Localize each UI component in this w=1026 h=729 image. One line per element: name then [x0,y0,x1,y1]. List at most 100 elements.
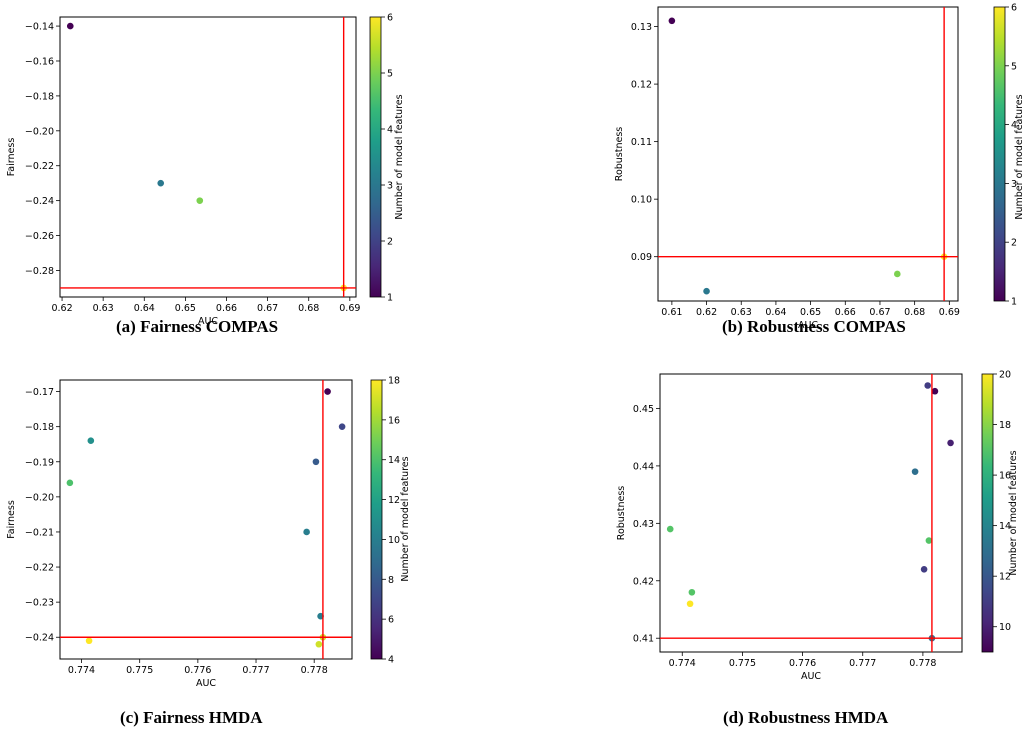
colorbar-tick-label: 12 [999,572,1011,583]
x-tick-label: 0.776 [184,665,211,676]
panel-3: 0.774 0.775 0.776 0.777 0.778 −0.17 −0.18 −0.19… [6,376,411,690]
colorbar-tick-label: 4 [1011,120,1017,131]
data-point [338,423,346,430]
x-tick-label: 0.778 [909,658,936,669]
x-tick-label: 0.63 [731,307,752,318]
y-tick-label: −0.18 [25,422,54,433]
data-point [666,525,674,533]
data-point [303,528,310,536]
y-tick-label: 0.42 [633,576,654,587]
y-tick-label: −0.21 [25,527,54,538]
y-tick-label: −0.26 [25,231,54,242]
colorbar-tick-label: 4 [387,125,393,136]
colorbar-tick-label: 1 [1011,297,1017,308]
x-tick-label: 0.68 [904,307,925,318]
x-tick-label: 0.774 [669,658,696,669]
colorbar-tick-label: 3 [1011,179,1017,190]
colorbar-tick-label: 6 [388,615,394,626]
colorbar: 4 6 8 10 12 14 16 18 Number of model features [370,376,411,666]
colorbar-label: Number of model features [394,94,405,219]
data-point [931,387,939,395]
x-tick-label: 0.69 [939,307,960,318]
colorbar-tick-label: 5 [387,69,393,80]
caption-a: (a) Fairness COMPAS [116,317,279,336]
colorbar-tick-label: 6 [387,13,393,24]
y-tick-label: −0.14 [25,22,54,33]
x-tick-label: 0.65 [800,307,821,318]
data-point [85,637,93,645]
y-tick-label: 0.12 [631,80,652,91]
data-point [911,468,919,475]
data-point [315,640,323,648]
panel-1: 0.62 0.63 0.64 0.65 0.66 0.67 0.68 0.69 −0.14 −0.… [6,13,405,328]
colorbar-tick-label: 10 [999,622,1011,633]
y-axis-label: Fairness [6,138,17,177]
y-tick-label: −0.22 [25,161,54,172]
x-tick-label: 0.62 [696,307,717,318]
x-tick-label: 0.778 [301,665,328,676]
plot-area [657,6,959,302]
x-tick-label: 0.775 [126,665,153,676]
y-tick-label: −0.18 [25,91,54,102]
colorbar-label: Number of model features [1008,450,1019,575]
x-tick-label: 0.64 [134,303,155,314]
data-point [66,479,74,487]
plot-area [659,373,963,653]
y-tick-label: 0.43 [633,519,654,530]
y-tick-label: −0.20 [25,492,54,503]
plot-area [59,16,357,298]
y-tick-label: −0.28 [25,266,54,277]
data-point [920,565,928,573]
x-tick-label: 0.777 [849,658,876,669]
y-tick-label: −0.16 [25,56,54,67]
x-tick-label: 0.775 [729,658,756,669]
x-tick-label: 0.64 [765,307,786,318]
y-tick-label: −0.23 [25,598,54,609]
data-point [196,197,204,204]
data-point [312,458,320,466]
data-point [87,437,95,445]
plot-area [59,379,353,660]
data-point [924,382,932,389]
y-tick-label: 0.44 [633,461,654,472]
y-tick-label: −0.19 [25,457,54,468]
data-point [66,22,74,30]
data-point [947,439,954,447]
x-tick-label: 0.69 [339,303,360,314]
data-point [157,179,165,187]
caption-c: (c) Fairness HMDA [120,708,263,727]
y-tick-label: −0.20 [25,126,54,137]
colorbar-tick-label: 20 [999,370,1011,381]
x-tick-label: 0.61 [661,307,682,318]
x-tick-label: 0.65 [175,303,196,314]
colorbar: 10 12 14 16 18 20 Number of model features [981,370,1019,653]
x-axis-label: AUC [196,678,216,689]
colorbar-tick-label: 4 [388,655,394,666]
colorbar-tick-label: 2 [387,237,393,248]
colorbar-gradient [369,16,382,298]
colorbar-tick-label: 2 [1011,238,1017,249]
y-axis-label: Robustness [616,486,627,541]
scatter-points [66,388,346,648]
x-tick-label: 0.777 [242,665,269,676]
colorbar-tick-label: 18 [999,420,1011,431]
y-tick-label: 0.11 [631,137,652,148]
x-tick-label: 0.776 [789,658,816,669]
colorbar-label: Number of model features [400,456,411,581]
data-point [688,588,696,596]
colorbar: 1 2 3 4 5 6 Number of model features [993,3,1025,308]
x-tick-label: 0.774 [68,665,95,676]
colorbar-tick-label: 12 [388,495,400,506]
y-tick-label: 0.09 [631,252,652,263]
x-tick-label: 0.62 [51,303,72,314]
caption-d: (d) Robustness HMDA [723,708,889,727]
data-point [894,270,901,278]
data-point [686,600,694,608]
panel-4: 0.774 0.775 0.776 0.777 0.778 0.45 0.44 0.43 0.4… [616,370,1019,683]
y-tick-label: 0.13 [631,22,652,33]
colorbar-tick-label: 3 [387,181,393,192]
colorbar-tick-label: 14 [388,455,400,466]
x-tick-label: 0.68 [298,303,319,314]
y-tick-label: −0.17 [25,387,54,398]
